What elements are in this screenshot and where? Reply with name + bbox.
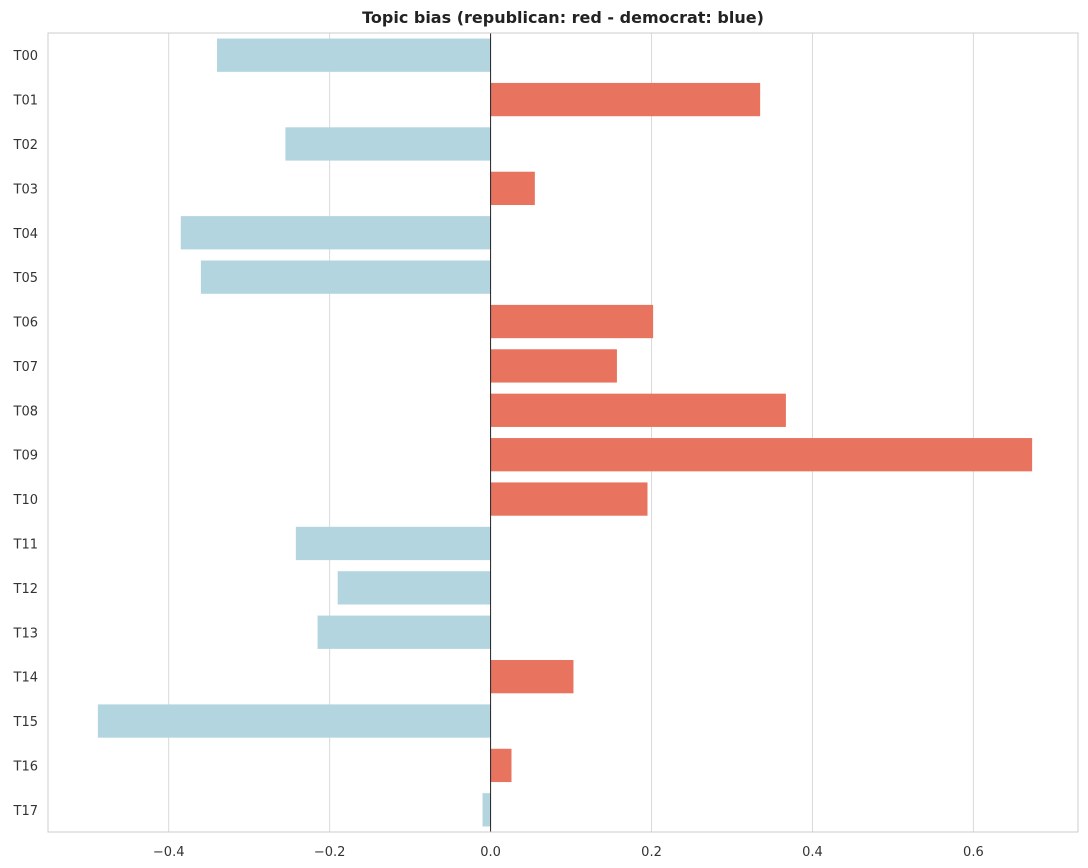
bar-T01 — [490, 82, 761, 117]
x-tick-labels: −0.4 −0.2 0.0 0.2 0.4 0.6 — [153, 845, 984, 860]
y-tick-label-T05: T05 — [13, 271, 38, 286]
bar-T05 — [200, 260, 491, 294]
x-tick-label-2: 0.0 — [480, 845, 501, 860]
x-tick-label-5: 0.6 — [963, 845, 984, 860]
x-tick-label-0: −0.4 — [153, 845, 185, 860]
y-tick-label-T11: T11 — [13, 537, 38, 552]
y-tick-label-T14: T14 — [13, 671, 38, 686]
bar-T06 — [490, 304, 654, 339]
bar-T02 — [285, 127, 491, 161]
y-tick-labels: T00 T01 T02 T03 T04 T05 T06 T07 T08 T09 T10 T11 T12 T… — [13, 49, 38, 819]
y-tick-label-T10: T10 — [13, 493, 38, 508]
y-tick-label-T16: T16 — [13, 759, 38, 774]
bar-T11 — [295, 526, 491, 561]
y-tick-label-T00: T00 — [13, 49, 38, 64]
y-tick-label-T01: T01 — [13, 94, 38, 109]
bar-T07 — [490, 349, 617, 383]
y-tick-label-T06: T06 — [13, 316, 38, 331]
y-tick-label-T09: T09 — [13, 449, 38, 464]
y-tick-label-T08: T08 — [13, 404, 38, 419]
plot-frame — [47, 32, 1079, 833]
bar-T04 — [180, 216, 491, 250]
y-tick-label-T12: T12 — [13, 582, 38, 597]
y-tick-label-T04: T04 — [13, 227, 38, 242]
bar-T13 — [317, 615, 491, 649]
bar-T12 — [337, 571, 491, 605]
bar-T09 — [490, 438, 1033, 472]
bar-T08 — [490, 393, 786, 427]
y-tick-label-T17: T17 — [13, 804, 38, 819]
x-tick-label-4: 0.4 — [802, 845, 823, 860]
bar-T10 — [490, 482, 648, 516]
x-tick-label-3: 0.2 — [641, 845, 662, 860]
y-tick-label-T02: T02 — [13, 138, 38, 153]
y-tick-label-T03: T03 — [13, 182, 38, 197]
grid-lines — [168, 33, 974, 832]
bars — [97, 38, 1033, 827]
plot-border — [47, 32, 1079, 833]
bar-T14 — [490, 659, 574, 694]
y-tick-label-T13: T13 — [13, 626, 38, 641]
bar-T15 — [97, 704, 491, 738]
chart-title: Topic bias (republican: red - democrat: … — [362, 8, 764, 27]
bar-T00 — [216, 38, 491, 72]
x-tick-label-1: −0.2 — [314, 845, 346, 860]
y-tick-label-T07: T07 — [13, 360, 38, 375]
y-tick-label-T15: T15 — [13, 715, 38, 730]
bar-T16 — [490, 748, 512, 783]
bar-T17 — [482, 793, 491, 827]
bar-T03 — [490, 171, 535, 206]
